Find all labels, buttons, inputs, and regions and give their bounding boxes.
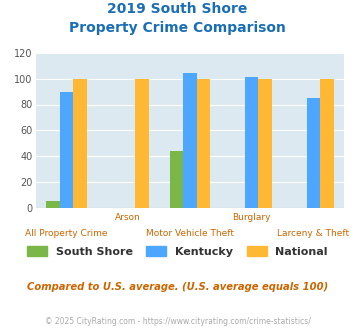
Bar [320,79,334,208]
Text: Arson: Arson [115,213,141,222]
Text: Motor Vehicle Theft: Motor Vehicle Theft [146,229,234,238]
Text: Compared to U.S. average. (U.S. average equals 100): Compared to U.S. average. (U.S. average … [27,282,328,292]
Bar [73,79,87,208]
Bar [197,79,210,208]
Text: Property Crime Comparison: Property Crime Comparison [69,21,286,35]
Text: Larceny & Theft: Larceny & Theft [277,229,350,238]
Bar [170,151,183,208]
Text: 2019 South Shore: 2019 South Shore [107,2,248,16]
Bar [46,201,60,208]
Bar [258,79,272,208]
Bar [135,79,148,208]
Text: © 2025 CityRating.com - https://www.cityrating.com/crime-statistics/: © 2025 CityRating.com - https://www.city… [45,317,310,326]
Bar [307,98,320,208]
Bar [245,77,258,208]
Legend: South Shore, Kentucky, National: South Shore, Kentucky, National [27,247,328,257]
Text: Burglary: Burglary [233,213,271,222]
Bar [60,91,73,208]
Text: All Property Crime: All Property Crime [25,229,108,238]
Bar [183,74,197,208]
